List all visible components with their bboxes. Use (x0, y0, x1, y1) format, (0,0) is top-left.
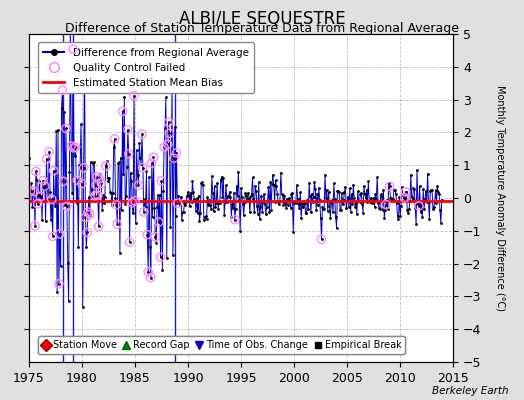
Point (113, 221, 122, 227)
Point (58, 87, 67, 94)
Point (148, 160, 156, 166)
Point (382, 201, 390, 208)
Point (160, 144, 168, 150)
Legend: Station Move, Record Gap, Time of Obs. Change, Empirical Break: Station Move, Record Gap, Time of Obs. C… (38, 336, 405, 354)
Point (67, 143, 75, 149)
Point (118, 108, 127, 115)
Point (71, 144, 80, 150)
Point (130, 198, 139, 204)
Point (157, 178, 166, 184)
Point (63, 203, 71, 210)
Point (92, 182, 100, 188)
Point (155, 219, 163, 225)
Point (130, 92, 138, 99)
Point (125, 239, 134, 246)
Point (85, 212, 94, 218)
Point (66, 26, 74, 32)
Text: ALBI/LE SEQUESTRE: ALBI/LE SEQUESTRE (179, 10, 345, 28)
Point (111, 136, 119, 142)
Point (42, 156, 51, 162)
Point (80, 165, 88, 171)
Point (54, 281, 63, 287)
Point (39, 177, 47, 184)
Point (385, 183, 394, 190)
Point (400, 195, 409, 201)
Point (128, 200, 136, 206)
Point (62, 125, 70, 132)
Point (34, 200, 42, 207)
Point (163, 141, 172, 148)
Point (84, 209, 92, 215)
Point (56, 231, 64, 237)
Point (134, 182, 143, 188)
Point (147, 274, 155, 281)
Point (143, 232, 151, 238)
Y-axis label: Monthly Temperature Anomaly Difference (°C): Monthly Temperature Anomaly Difference (… (495, 85, 505, 311)
Point (401, 189, 410, 195)
Point (59, 178, 68, 184)
Point (69, 46, 77, 52)
Point (139, 209, 148, 215)
Point (102, 163, 110, 169)
Point (165, 119, 173, 126)
Point (45, 148, 53, 155)
Point (95, 175, 104, 182)
Point (173, 200, 182, 206)
Point (78, 180, 86, 187)
Point (36, 193, 45, 200)
Point (112, 202, 121, 208)
Point (144, 268, 152, 275)
Point (149, 154, 158, 160)
Point (165, 130, 173, 136)
Point (172, 150, 181, 156)
Point (231, 216, 239, 223)
Point (40, 183, 49, 189)
Point (124, 126, 132, 133)
Point (30, 188, 38, 195)
Point (93, 174, 101, 180)
Point (139, 164, 147, 171)
Point (70, 145, 78, 151)
Point (170, 155, 178, 161)
Point (49, 233, 57, 240)
Point (125, 150, 133, 157)
Point (91, 192, 100, 199)
Point (94, 192, 102, 198)
Point (31, 168, 40, 175)
Text: Difference of Station Temperature Data from Regional Average: Difference of Station Temperature Data f… (65, 22, 459, 35)
Point (31, 223, 39, 229)
Point (26, 188, 35, 194)
Point (73, 177, 82, 183)
Point (94, 223, 103, 230)
Text: Berkeley Earth: Berkeley Earth (432, 386, 508, 396)
Point (151, 234, 159, 240)
Point (318, 236, 326, 243)
Point (138, 131, 146, 137)
Point (414, 203, 423, 209)
Point (81, 214, 90, 220)
Point (97, 180, 105, 186)
Point (49, 168, 58, 174)
Point (83, 229, 91, 236)
Point (48, 196, 56, 203)
Point (156, 254, 165, 260)
